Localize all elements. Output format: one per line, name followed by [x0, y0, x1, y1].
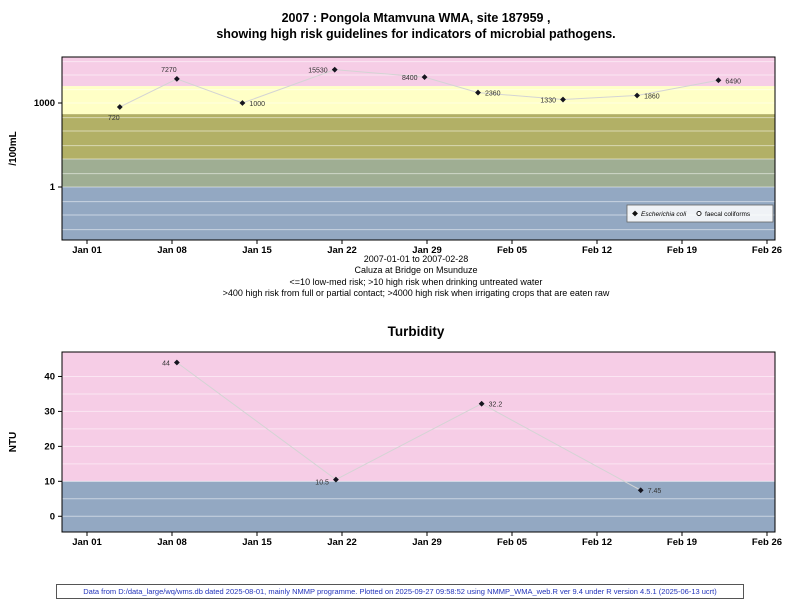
gridlines [62, 61, 775, 231]
data-point-label: 2360 [485, 91, 501, 98]
data-point-label: 7.45 [648, 488, 662, 495]
data-point-label: 10.5 [315, 480, 329, 487]
risk-band [62, 114, 775, 160]
microbial-pathogens-chart: 1000 1 Jan 01 Jan 08 Jan 15 Jan 22 Jan 29 Feb 0… [8, 56, 782, 256]
y-axis: 1000 1 [34, 98, 62, 193]
data-point-label: 32.2 [489, 402, 503, 409]
data-point-label: 720 [108, 115, 120, 122]
y-tick-label: 20 [44, 441, 55, 452]
diamond-marker [715, 77, 722, 84]
risk-band [62, 86, 775, 115]
diamond-marker [173, 359, 180, 366]
data-point-label: 6490 [725, 78, 741, 85]
y-tick-label: 1000 [34, 98, 55, 109]
y-tick-label: 30 [44, 406, 55, 417]
gridlines [62, 375, 775, 517]
x-axis: Jan 01 Jan 08 Jan 15 Jan 22 Jan 29 Feb 05 Feb … [72, 240, 782, 256]
footer-note-box: Data from D:/data_large/wq/wms.db dated … [56, 584, 744, 599]
y-tick-label: 10 [44, 476, 55, 487]
x-tick-label: Jan 01 [72, 245, 102, 256]
x-tick-label: Jan 29 [412, 245, 442, 256]
footer-note-text: Data from D:/data_large/wq/wms.db dated … [83, 587, 717, 596]
data-point-label: 1330 [540, 98, 556, 105]
y-axis-title: NTU [8, 432, 19, 453]
legend-item-label: Escherichia coli [641, 211, 687, 218]
diamond-marker [116, 104, 123, 110]
x-tick-label: Feb 19 [667, 245, 697, 256]
x-tick-label: Jan 01 [72, 537, 102, 548]
microbial-chart-title: 2007 : Pongola Mtamvuna WMA, site 187959… [32, 10, 800, 42]
caption-date-range: 2007-01-01 to 2007-02-28 [363, 254, 469, 264]
data-point-label: 15530 [308, 68, 328, 75]
y-tick-label: 40 [44, 371, 55, 382]
diamond-marker [637, 487, 644, 494]
data-point-label: 1000 [249, 101, 265, 108]
x-tick-label: Jan 29 [412, 537, 442, 548]
x-tick-label: Jan 22 [327, 537, 357, 548]
diamond-marker [239, 100, 246, 106]
turbidity-chart-title: Turbidity [387, 324, 445, 339]
caption-risk-drinking: <=10 low-med risk; >10 high risk when dr… [289, 276, 543, 287]
y-axis-title: /100mL [8, 131, 19, 165]
risk-bands [62, 352, 775, 532]
diamond-marker [333, 476, 339, 483]
legend: Escherichia coli faecal coliforms [626, 204, 774, 223]
diamond-marker [478, 400, 485, 407]
y-axis: 0 10 20 30 40 [44, 371, 62, 522]
data-point-label: 44 [162, 360, 170, 367]
data-point-label: 7270 [161, 67, 177, 74]
legend-item-label: faecal coliforms [705, 211, 751, 218]
x-tick-label: Jan 15 [242, 245, 272, 256]
risk-band [62, 481, 775, 532]
diamond-marker [475, 89, 481, 96]
caption-risk-contact: >400 high risk from full or partial cont… [222, 287, 610, 298]
x-tick-label: Jan 15 [242, 537, 272, 548]
diamond-marker [331, 66, 338, 73]
x-tick-label: Feb 12 [582, 245, 612, 256]
x-tick-label: Feb 05 [497, 245, 528, 256]
y-tick-label: 1 [50, 182, 56, 193]
microbial-title-line-1: 2007 : Pongola Mtamvuna WMA, site 187959… [281, 11, 551, 25]
x-tick-label: Feb 26 [752, 245, 782, 256]
x-tick-label: Feb 05 [497, 537, 528, 548]
x-tick-label: Feb 12 [582, 537, 612, 548]
y-tick-label: 0 [50, 511, 55, 522]
series-turbidity: 44 10.5 32.2 7.45 [162, 359, 662, 495]
plot-border [61, 56, 776, 241]
open-circle-marker [696, 210, 702, 217]
turbidity-chart: 0 10 20 30 40 Jan 01 Jan 08 Jan 15 Jan 22 Jan 29 F… [8, 351, 782, 548]
x-tick-label: Jan 22 [327, 245, 357, 256]
series-line [176, 362, 641, 491]
plot-border [61, 351, 776, 533]
chart-captions: 2007-01-01 to 2007-02-28 Caluza at Bridg… [32, 254, 800, 299]
x-tick-label: Feb 19 [667, 537, 697, 548]
x-tick-label: Feb 26 [752, 537, 782, 548]
x-tick-label: Jan 08 [157, 537, 187, 548]
risk-band [62, 159, 775, 188]
diamond-marker [632, 210, 638, 217]
x-tick-label: Jan 08 [157, 245, 187, 256]
microbial-title-line-2: showing high risk guidelines for indicat… [216, 27, 616, 41]
data-point-label: 8400 [402, 75, 418, 82]
risk-bands [62, 57, 775, 240]
risk-band [62, 352, 775, 482]
x-axis: Jan 01 Jan 08 Jan 15 Jan 22 Jan 29 Feb 05 Feb … [72, 532, 782, 548]
data-point-label: 1860 [644, 93, 660, 100]
caption-site-name: Caluza at Bridge on Msunduze [354, 265, 478, 276]
